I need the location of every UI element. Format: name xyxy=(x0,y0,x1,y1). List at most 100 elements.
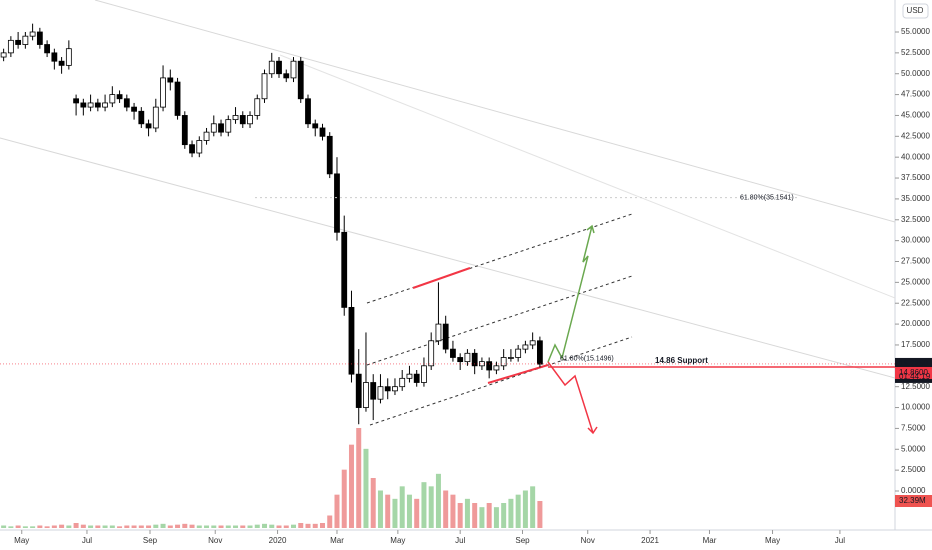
volume-bar xyxy=(102,525,108,528)
candle-body xyxy=(334,173,340,233)
x-tick-label: Mar xyxy=(703,536,717,545)
candle-body xyxy=(94,102,101,108)
candle-body xyxy=(196,140,203,154)
candle-body xyxy=(406,373,413,379)
volume-bar xyxy=(233,525,239,528)
volume-bar xyxy=(327,515,333,528)
candle-body xyxy=(529,340,536,346)
volume-bar xyxy=(211,525,217,528)
y-tick-label: 52.5000 xyxy=(901,48,930,57)
volume-bar xyxy=(443,490,449,528)
volume-bar xyxy=(88,525,94,528)
bullish-arrow xyxy=(547,225,593,363)
candle-body xyxy=(305,98,311,125)
candle-body xyxy=(348,306,355,375)
volume-bar xyxy=(269,524,275,528)
candle-body xyxy=(73,98,79,104)
candle-body xyxy=(435,323,442,342)
volume-bar xyxy=(421,482,427,528)
y-tick-label: 40.0000 xyxy=(901,152,930,161)
volume-bar xyxy=(59,524,65,528)
volume-bar xyxy=(312,523,318,528)
x-tick-label: 2020 xyxy=(269,536,287,545)
arrow-head xyxy=(587,426,598,435)
candle-body xyxy=(457,357,464,363)
y-tick-label: 30.0000 xyxy=(901,236,930,245)
candle-body xyxy=(471,352,478,367)
volume-bar xyxy=(73,523,79,528)
volume-bar xyxy=(117,526,123,528)
candle-body xyxy=(413,373,420,383)
volume-bar xyxy=(124,525,130,528)
fib-label: 61.80%(15.1496) xyxy=(560,355,614,362)
candle-body xyxy=(442,323,449,350)
volume-bar xyxy=(22,526,28,528)
y-tick-label: 32.5000 xyxy=(901,215,930,224)
candle-body xyxy=(102,102,108,108)
candle-body xyxy=(486,361,493,371)
volume-bar xyxy=(80,524,86,528)
candle-body xyxy=(15,39,22,45)
volume-bar xyxy=(334,494,340,528)
volume-bar xyxy=(363,448,369,528)
candle-body xyxy=(290,60,297,79)
volume-bar xyxy=(51,525,57,528)
candle-body xyxy=(515,348,522,358)
volume-bar xyxy=(414,498,420,528)
candle-body xyxy=(377,386,384,400)
volume-bar xyxy=(131,525,137,528)
volume-bar xyxy=(291,524,297,528)
resistance-line xyxy=(412,267,471,289)
y-tick-label: 27.5000 xyxy=(901,257,930,266)
volume-bar xyxy=(160,523,166,528)
candle-body xyxy=(326,135,333,175)
y-tick-label: 37.5000 xyxy=(901,173,930,182)
x-tick-label: Jul xyxy=(835,536,845,545)
candle-body xyxy=(341,231,348,308)
candle-body xyxy=(232,115,239,121)
volume-bar xyxy=(385,494,391,528)
volume-label-box xyxy=(895,495,932,508)
volume-bar xyxy=(428,486,434,528)
volume-bar xyxy=(167,525,173,528)
candle-body xyxy=(87,102,94,108)
candle-body xyxy=(536,340,543,365)
volume-bar xyxy=(435,473,441,528)
y-tick-label: 2.5000 xyxy=(901,465,926,474)
candle-body xyxy=(203,131,210,141)
candle-body xyxy=(421,365,427,383)
y-tick-label: 17.5000 xyxy=(901,340,930,349)
candle-body xyxy=(181,115,188,146)
candle-body xyxy=(392,386,398,392)
volume-bar xyxy=(493,507,499,528)
volume-bar xyxy=(464,498,470,528)
x-tick-label: May xyxy=(765,536,780,545)
candle-body xyxy=(261,73,268,100)
volume-bar xyxy=(370,478,376,528)
volume-bar xyxy=(508,498,514,528)
y-tick-label: 5.0000 xyxy=(901,444,926,453)
y-tick-label: 20.0000 xyxy=(901,319,930,328)
y-tick-label: 25.0000 xyxy=(901,277,930,286)
channel-line xyxy=(366,213,633,304)
volume-bar xyxy=(1,525,7,528)
volume-bar xyxy=(522,490,528,528)
currency-box[interactable] xyxy=(902,3,929,19)
volume-bar xyxy=(472,503,478,528)
price-label: 15.2250 xyxy=(899,359,928,368)
support-label: 14.86 Support xyxy=(655,356,708,365)
candle-body xyxy=(297,60,304,100)
volume-bar xyxy=(30,526,36,528)
y-tick-label: 35.0000 xyxy=(901,194,930,203)
volume-bar xyxy=(204,525,210,528)
candle-body xyxy=(189,144,195,154)
currency: USD xyxy=(907,6,924,15)
candle-body xyxy=(363,382,369,408)
candle-body xyxy=(283,73,290,79)
volume-bar xyxy=(283,525,289,528)
volume-bar xyxy=(15,525,21,528)
y-tick-label: 7.5000 xyxy=(901,424,926,433)
candle-body xyxy=(29,31,36,37)
drawings xyxy=(0,0,896,435)
volume-bar xyxy=(406,494,412,528)
